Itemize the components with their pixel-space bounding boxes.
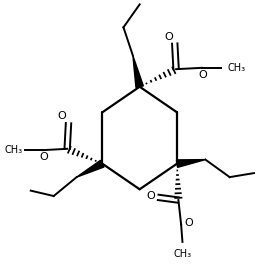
Text: CH₃: CH₃	[4, 145, 23, 155]
Text: CH₃: CH₃	[227, 63, 246, 73]
Polygon shape	[177, 160, 205, 167]
Polygon shape	[77, 160, 104, 177]
Text: O: O	[146, 191, 155, 201]
Text: O: O	[58, 112, 67, 121]
Text: O: O	[40, 152, 49, 162]
Text: O: O	[198, 70, 207, 79]
Polygon shape	[133, 56, 143, 87]
Text: O: O	[185, 218, 193, 228]
Text: O: O	[164, 32, 173, 42]
Text: CH₃: CH₃	[173, 249, 192, 259]
